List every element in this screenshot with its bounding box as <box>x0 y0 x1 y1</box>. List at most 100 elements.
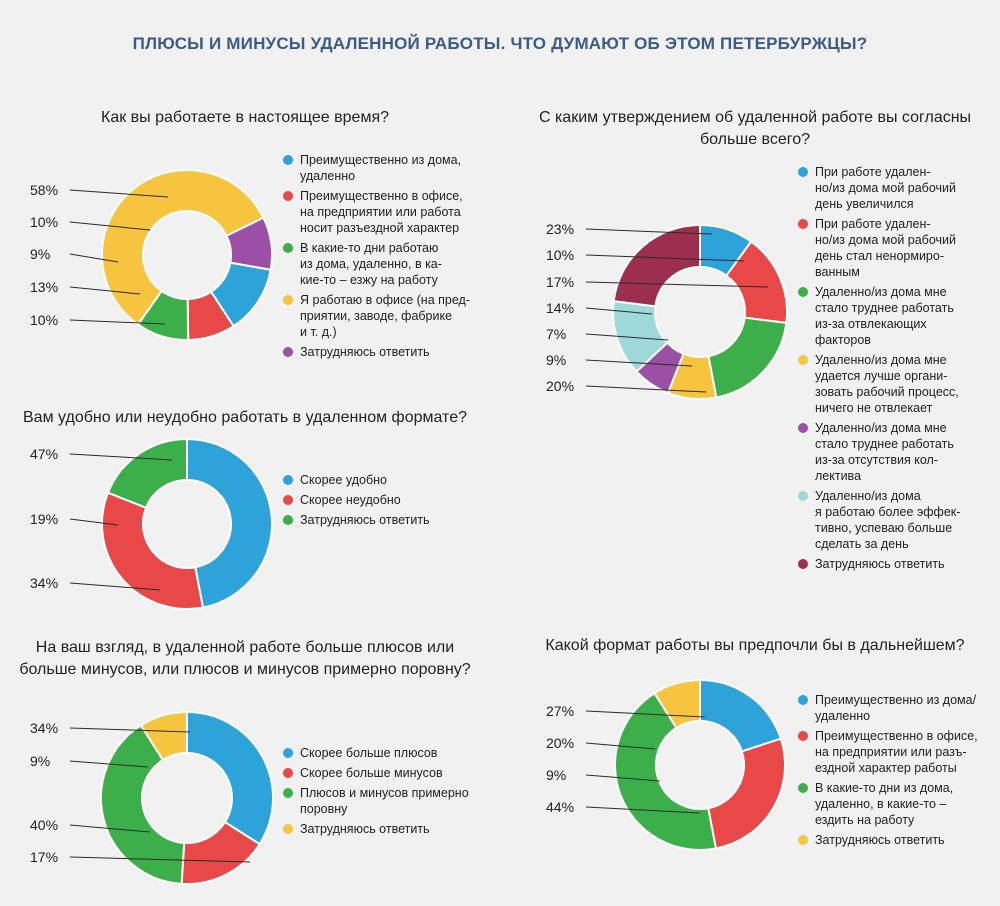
leader-line <box>585 710 706 718</box>
donut-chart-4: 23% 10% 17% 14% 7% 9% 20% <box>546 221 788 400</box>
leader-line <box>69 760 149 768</box>
legend-label: ванным <box>815 265 860 279</box>
leader-line <box>585 254 745 262</box>
legend-swatch <box>283 155 293 165</box>
chart-3-title: На ваш взгляд, в удаленной работе больше… <box>19 639 471 678</box>
legend-label: зовать рабочий процесс, <box>815 385 959 399</box>
legend-item: Затрудняюсь ответить <box>283 344 483 360</box>
pct-label: 20% <box>546 735 574 751</box>
pct-label: 44% <box>546 799 574 815</box>
legend-item: Я работаю в офисе (на пред-приятии, заво… <box>283 292 483 340</box>
slice-2-1 <box>186 437 273 609</box>
pct-label: 58% <box>30 182 58 198</box>
legend-item: В какие-то дни работаю из дома, удаленно,… <box>283 240 483 288</box>
legend-label: Удаленно/из дома мне <box>815 353 947 367</box>
chart-5-title: Какой формат работы вы предпочли бы в да… <box>545 637 965 654</box>
legend-label: ничего не отвлекает <box>815 401 933 415</box>
legend-label: стало труднее работать <box>815 437 954 451</box>
pct-label: 9% <box>546 767 566 783</box>
leader-line <box>585 281 769 288</box>
legend-item: При работе удален-но/из дома мой рабочий… <box>798 164 993 212</box>
legend-swatch <box>798 287 808 297</box>
legend-swatch <box>283 515 293 525</box>
leader-line <box>585 333 669 341</box>
legend-label: При работе удален- <box>815 217 931 231</box>
legend-item: Затрудняюсь ответить <box>798 832 993 848</box>
legend-swatch <box>283 788 293 798</box>
legend-item: Затрудняюсь ответить <box>283 512 483 528</box>
legend-label: но/из дома мой рабочий <box>815 233 956 247</box>
pct-label: 7% <box>546 326 566 342</box>
legend-swatch <box>798 695 808 705</box>
legend-label: Я работаю в офисе (на пред- <box>300 293 470 307</box>
legend-item: Удаленно/из дома мне стало труднее работа… <box>798 420 993 484</box>
leader-line <box>69 582 161 591</box>
legend-swatch <box>798 355 808 365</box>
legend-label: Затрудняюсь ответить <box>815 557 945 571</box>
pct-label: 9% <box>546 352 566 368</box>
legend-label: В какие-то дни работаю <box>300 241 439 255</box>
pct-label: 14% <box>546 300 574 316</box>
legend-swatch <box>798 559 808 569</box>
pct-label: 23% <box>546 221 574 237</box>
leader-line <box>69 319 166 325</box>
legend-label: Скорее больше минусов <box>300 766 443 780</box>
legend-label: Преимущественно из дома, <box>300 153 462 167</box>
legend-label: Скорее удобно <box>300 473 388 487</box>
leader-line <box>69 824 151 833</box>
legend-label: Преимущественно в офисе, <box>300 189 463 203</box>
legend-label: Затрудняюсь ответить <box>815 833 945 847</box>
legend-label: сделать за день <box>815 537 909 551</box>
legend-label: удаленно, в какие-то – <box>815 797 947 811</box>
donut-chart-1: 58% 10% 9% 13% 10% <box>30 169 273 342</box>
legend-label: факторов <box>815 333 871 347</box>
legend-swatch <box>798 219 808 229</box>
chart-4-legend: При работе удален-но/из дома мой рабочий… <box>798 164 993 576</box>
legend-item: Плюсов и минусов примерно поровну <box>283 785 483 817</box>
legend-label: и т. д.) <box>300 325 337 339</box>
slice-3-1 <box>186 710 274 846</box>
legend-swatch <box>798 731 808 741</box>
pct-label: 40% <box>30 817 58 833</box>
legend-label: из дома, удаленно, в ка- <box>300 257 442 271</box>
legend-label: приятии, заводе, фабрике <box>300 309 453 323</box>
legend-item: Скорее удобно <box>283 472 483 488</box>
leader-line <box>69 286 141 295</box>
legend-swatch <box>283 295 293 305</box>
leader-line <box>69 221 151 231</box>
legend-label: В какие-то дни из дома, <box>815 781 954 795</box>
pct-label: 17% <box>30 849 58 865</box>
legend-item: Затрудняюсь ответить <box>283 821 483 837</box>
legend-label: Преимущественно из дома/ <box>815 693 977 707</box>
chart-1-title: Как вы работаете в настоящее время? <box>101 109 389 126</box>
legend-label: Затрудняюсь ответить <box>300 345 430 359</box>
donut-chart-2: 47% 19% 34% <box>30 437 273 610</box>
slice-3-4 <box>139 710 188 762</box>
slice-5-1 <box>699 678 783 753</box>
legend-swatch <box>283 243 293 253</box>
legend-label: Затрудняюсь ответить <box>300 822 430 836</box>
legend-item: При работе удален-но/из дома мой рабочий… <box>798 216 993 280</box>
chart-2-title: Вам удобно или неудобно работать в удале… <box>23 409 467 426</box>
legend-item: Преимущественно в офисе, на предприятии и… <box>283 188 483 236</box>
leader-line <box>585 742 656 750</box>
leader-line <box>585 385 707 393</box>
leader-line <box>585 359 693 367</box>
legend-item: Скорее больше плюсов <box>283 745 483 761</box>
leader-line <box>69 253 119 263</box>
legend-label: Удаленно/из дома мне <box>815 285 947 299</box>
legend-label: Преимущественно в офисе, <box>815 729 978 743</box>
legend-label: день увеличился <box>815 197 914 211</box>
legend-label: При работе удален- <box>815 165 931 179</box>
legend-label: на предприятии или работа <box>300 205 461 219</box>
donut-chart-5: 27% 20% 9% 44% <box>546 678 786 851</box>
slice-1-5 <box>225 216 273 271</box>
leader-line <box>69 856 251 863</box>
chart-3-legend: Скорее больше плюсов Скорее больше минусо… <box>283 745 483 841</box>
legend-label: лектива <box>815 469 862 483</box>
leader-line <box>69 518 119 526</box>
legend-label: из-за отсутствия кол- <box>815 453 938 467</box>
slice-1-4 <box>101 169 265 326</box>
legend-swatch <box>798 423 808 433</box>
